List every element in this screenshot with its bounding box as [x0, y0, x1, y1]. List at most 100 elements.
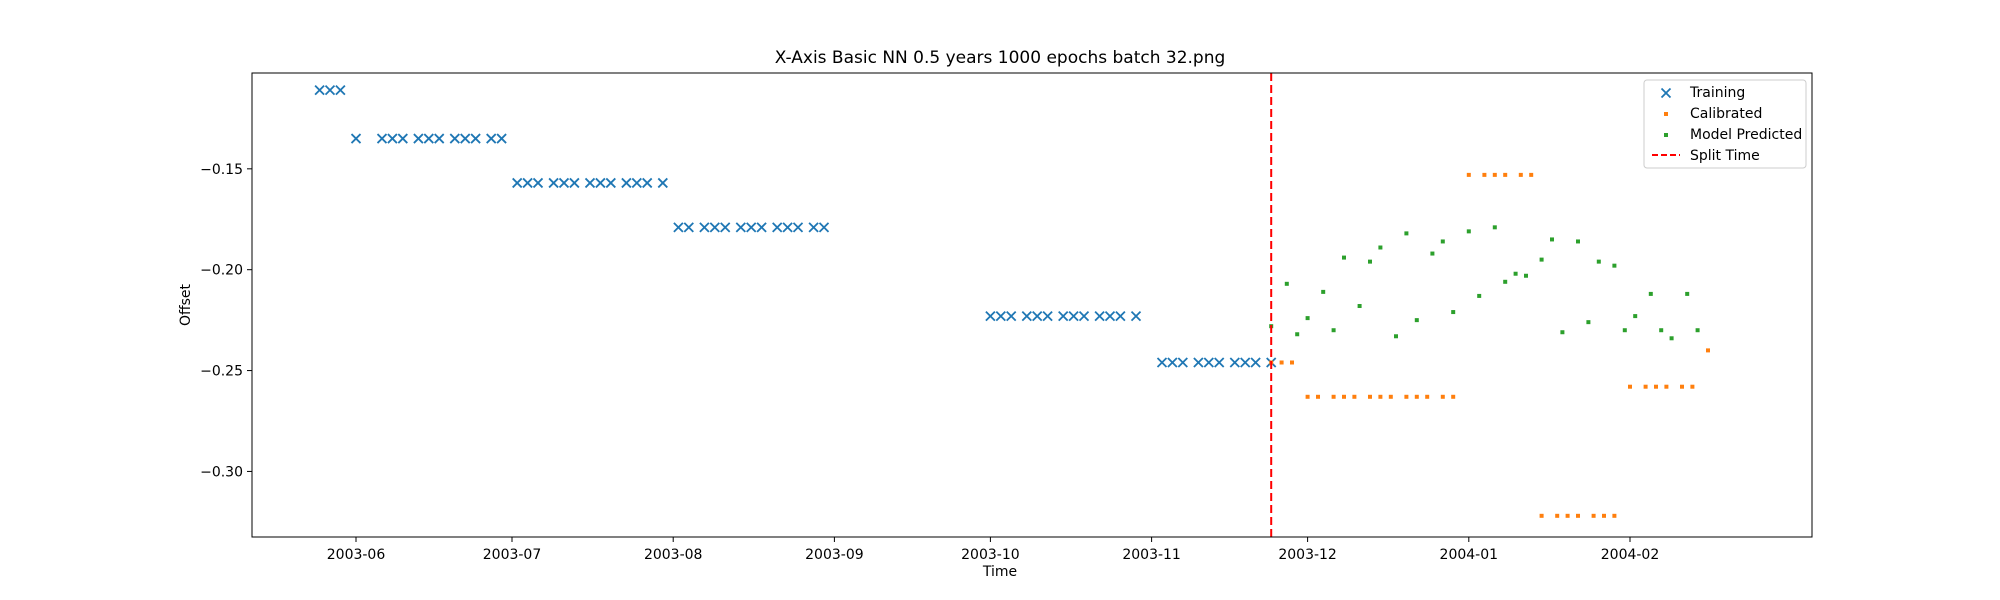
training-point [423, 133, 434, 144]
legend-label-split-time: Split Time [1690, 148, 1760, 164]
x-axis-label: Time [982, 564, 1017, 580]
training-point [569, 177, 580, 189]
calibrated-point [1628, 384, 1632, 389]
y-tick-label: −0.25 [200, 364, 243, 380]
calibrated-point [1643, 384, 1648, 389]
training-point [605, 177, 616, 189]
training-point [995, 310, 1006, 322]
model-predicted-point [1586, 320, 1591, 325]
training-point [756, 222, 767, 233]
legend: Training Calibrated Model Predicted Split T… [1643, 79, 1807, 169]
model-predicted-point [1451, 310, 1456, 315]
training-point [413, 133, 424, 144]
training-point [1032, 310, 1043, 322]
training-point [434, 133, 445, 144]
calibrated-point [1518, 172, 1523, 177]
legend-marker-calibrated [1664, 112, 1668, 116]
training-point [1130, 310, 1142, 322]
model-predicted-point [1622, 328, 1627, 333]
model-predicted-point [1539, 257, 1544, 262]
training-point [335, 85, 346, 96]
training-point [584, 177, 596, 189]
training-point [709, 222, 720, 233]
model-predicted-point [1669, 336, 1674, 341]
model-predicted-point [1503, 279, 1508, 284]
calibrated-point [1576, 513, 1580, 518]
plot-area [314, 73, 1710, 537]
legend-box [1643, 79, 1807, 169]
training-point [746, 222, 757, 233]
x-tick-label: 2003-12 [1278, 547, 1337, 563]
model-predicted-point [1576, 239, 1580, 244]
training-point [818, 222, 830, 233]
calibrated-point [1664, 384, 1669, 389]
model-predicted-point [1633, 314, 1638, 319]
calibrated-point [1482, 172, 1487, 177]
model-predicted-point [1305, 316, 1310, 321]
legend-marker-model-predicted [1664, 133, 1668, 137]
calibrated-point [1316, 394, 1320, 399]
training-point [772, 222, 783, 233]
training-point [387, 133, 398, 144]
training-point [522, 177, 533, 189]
calibrated-point [1440, 394, 1445, 399]
model-predicted-point [1550, 237, 1554, 242]
x-tick-label: 2003-07 [483, 547, 542, 563]
calibrated-point [1305, 394, 1310, 399]
model-predicted-point [1331, 328, 1336, 333]
axes: 2003-06 2003-07 2003-08 2003-09 2003-10 2003-… [200, 72, 1813, 563]
calibrated-point [1503, 172, 1508, 177]
training-point [532, 177, 544, 189]
training-point [314, 85, 325, 96]
training-point [657, 177, 668, 189]
training-point [376, 133, 388, 144]
training-point [1193, 357, 1204, 368]
training-point [1021, 310, 1032, 322]
calibrated-point [1539, 513, 1544, 518]
training-point [595, 177, 606, 189]
training-point [1094, 310, 1105, 322]
model-predicted-point [1430, 251, 1435, 256]
training-point [631, 177, 642, 189]
calibrated-point [1290, 360, 1294, 365]
model-predicted-point [1414, 318, 1419, 323]
calibrated-point [1378, 394, 1383, 399]
training-point [449, 133, 460, 144]
training-point [1115, 310, 1126, 322]
calibrated-point [1451, 394, 1456, 399]
legend-label-training: Training [1689, 85, 1745, 101]
model-predicted-point [1612, 263, 1617, 268]
training-point [673, 222, 684, 233]
x-tick-label: 2004-01 [1440, 547, 1499, 563]
x-tick-label: 2003-11 [1122, 547, 1181, 563]
model-predicted-point [1295, 332, 1300, 337]
chart-title: X-Axis Basic NN 0.5 years 1000 epochs ba… [775, 48, 1226, 68]
training-point [548, 177, 559, 189]
calibrated-point [1414, 394, 1419, 399]
series-training [314, 85, 1277, 368]
model-predicted-point [1659, 328, 1664, 333]
model-predicted-point [1685, 291, 1690, 296]
model-predicted-point [1524, 273, 1528, 278]
calibrated-point [1690, 384, 1695, 389]
model-predicted-point [1560, 330, 1565, 335]
calibrated-point [1706, 348, 1710, 353]
model-predicted-point [1321, 289, 1326, 294]
training-point [1078, 310, 1090, 322]
model-predicted-point [1492, 225, 1497, 230]
y-tick-label: −0.30 [200, 464, 243, 480]
training-point [720, 222, 731, 233]
x-tick-label: 2004-02 [1601, 547, 1660, 563]
legend-label-model-predicted: Model Predicted [1690, 127, 1802, 143]
model-predicted-point [1368, 259, 1372, 264]
training-point [735, 222, 746, 233]
calibrated-point [1492, 172, 1497, 177]
training-point [1068, 310, 1079, 322]
training-point [397, 133, 408, 144]
training-point [1240, 357, 1251, 368]
training-point [1203, 357, 1214, 368]
model-predicted-point [1648, 291, 1653, 296]
model-predicted-point [1596, 259, 1601, 264]
model-predicted-point [1357, 304, 1362, 309]
